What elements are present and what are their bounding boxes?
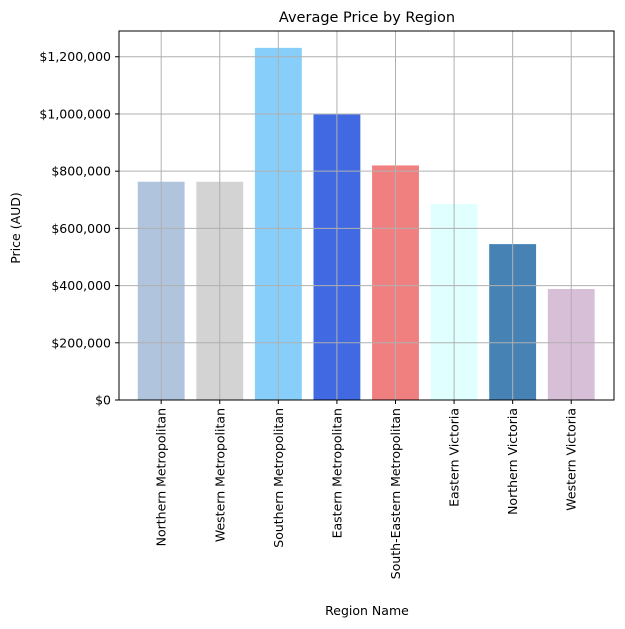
y-tick-label: $0 bbox=[95, 393, 111, 408]
x-tick-label: Eastern Metropolitan bbox=[329, 408, 344, 538]
y-tick-label: $400,000 bbox=[51, 278, 111, 293]
y-tick-label: $1,200,000 bbox=[39, 49, 111, 64]
x-axis-label: Region Name bbox=[325, 603, 409, 618]
x-tick-label: Northern Metropolitan bbox=[154, 408, 169, 546]
x-tick-label: Southern Metropolitan bbox=[271, 408, 286, 548]
x-tick-label: Western Victoria bbox=[564, 408, 579, 511]
y-tick-label: $200,000 bbox=[51, 335, 111, 350]
y-axis: $0 $200,000 $400,000 $600,000 $800,000 $1,000… bbox=[39, 49, 119, 408]
y-tick-label: $600,000 bbox=[51, 221, 111, 236]
y-tick-label: $800,000 bbox=[51, 164, 111, 179]
x-tick-label: Western Metropolitan bbox=[212, 408, 227, 542]
y-tick-label: $1,000,000 bbox=[39, 106, 111, 121]
x-tick-label: Northern Victoria bbox=[505, 408, 520, 515]
x-axis: Northern Metropolitan Western Metropolita… bbox=[154, 400, 579, 579]
x-tick-label: Eastern Victoria bbox=[447, 408, 462, 507]
bars bbox=[137, 47, 595, 401]
gridlines bbox=[119, 31, 614, 401]
y-axis-label: Price (AUD) bbox=[8, 192, 23, 264]
x-tick-label: South-Eastern Metropolitan bbox=[388, 408, 403, 579]
plot-frame bbox=[118, 30, 615, 401]
chart-title: Average Price by Region bbox=[279, 10, 455, 26]
